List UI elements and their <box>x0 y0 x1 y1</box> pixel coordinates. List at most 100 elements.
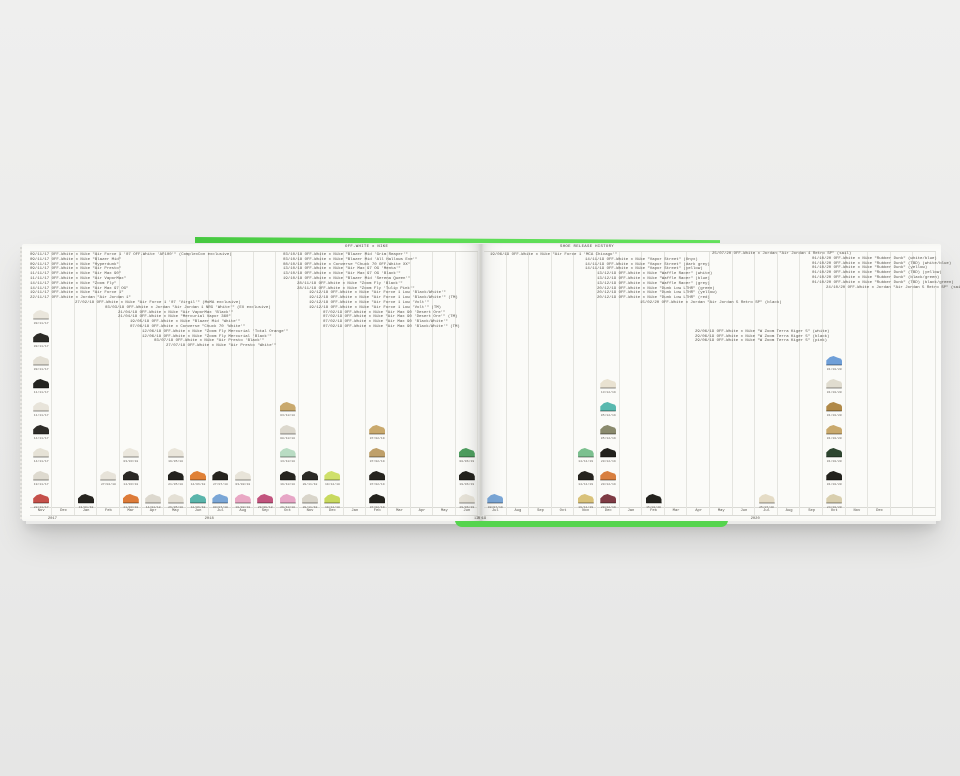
release-annotation: 08/10/18 OFF-White x Converse "Chuck 70 … <box>283 262 411 267</box>
grid-column <box>164 252 187 515</box>
chart-title-left: OFF-WHITE x NIKE <box>345 245 389 249</box>
sneaker-date-label: 29/06/19 <box>459 504 475 509</box>
sneaker-thumbnail <box>33 448 50 457</box>
release-annotation: 15/02/20 OFF-White x Jordan "Air Jordan … <box>640 301 782 305</box>
release-annotation: 12/06/18 OFF-White x Nike "Zoom Fly Merc… <box>142 329 289 334</box>
month-label: Jul <box>216 509 224 514</box>
release-annotation: 27/02/18 OFF-White x Nike "Air Force 1 '… <box>75 301 241 305</box>
grid-column <box>433 252 456 515</box>
sneaker-date-label: 03/07/18 <box>212 504 228 509</box>
month-label: Apr <box>149 509 157 514</box>
release-annotation: 27/07/18 OFF-White x Nike "Air Presto 'W… <box>166 344 277 349</box>
sneaker-sole <box>458 456 475 458</box>
sneaker-date-label: 07/02/19 <box>369 481 385 486</box>
sneaker-date-label: 22/11/17 <box>33 504 49 509</box>
month-label: Feb <box>650 509 657 514</box>
sneaker-date-label: 19/06/19 <box>459 481 475 486</box>
sneaker-date-label: 01/10/20 <box>826 481 842 486</box>
sneaker-thumbnail <box>826 425 843 434</box>
sneaker-thumbnail <box>487 494 504 503</box>
release-annotation: 01/10/20 OFF-White x Nike "Rubber Dunk" … <box>812 256 937 261</box>
sneaker-sole <box>190 479 206 481</box>
sneaker-sole <box>369 433 386 435</box>
sneaker-thumbnail <box>369 425 386 434</box>
month-label: Mar <box>672 509 680 514</box>
sneaker-sole <box>33 387 50 389</box>
sneaker-thumbnail <box>33 494 50 503</box>
sneaker-sole <box>577 502 594 504</box>
release-annotation: 03/07/18 OFF-White x Nike "Air Presto 'B… <box>154 339 265 344</box>
sneaker-thumbnail <box>600 379 617 388</box>
sneaker-date-label: 08/06/19 <box>459 458 475 463</box>
sneaker-date-label: 20/12/19 <box>600 481 616 486</box>
grid-column <box>733 252 756 515</box>
release-annotation: 13/12/19 OFF-White x Nike "Waffle Racer"… <box>597 272 713 277</box>
grid-column <box>778 252 801 515</box>
sneaker-thumbnail <box>100 471 117 480</box>
release-annotation: 20/12/19 OFF-White x Nike "Dunk Low LTHR… <box>597 286 715 291</box>
sneaker-sole <box>234 502 251 504</box>
grid-column <box>665 252 688 515</box>
grid-column <box>366 252 389 515</box>
grid-column <box>97 252 120 515</box>
page-stack-edge <box>20 247 22 519</box>
release-annotation: 11/11/17 OFF-White x Nike "Air Max 90" <box>30 272 122 277</box>
sneaker-thumbnail <box>122 448 139 457</box>
sneaker-thumbnail <box>234 471 251 480</box>
year-label: 2019 <box>477 517 487 521</box>
release-annotation: 19/11/17 OFF-White x Nike "Air Force 1" <box>30 291 124 296</box>
sneaker-date-label: 14/11/19 <box>578 481 594 486</box>
release-annotation: 29/06/19 OFF-White x Nike "W Zoom Terra … <box>695 339 828 344</box>
sneaker-thumbnail <box>33 402 50 411</box>
sneaker-thumbnail <box>826 448 843 457</box>
release-annotation: 14/11/17 OFF-White x Nike "Air Max 97 OG… <box>30 286 129 291</box>
release-annotation: 01/10/20 OFF-White x Nike "Rubber Dunk" … <box>812 261 952 266</box>
sneaker-thumbnail <box>122 494 139 503</box>
sneaker-date-label: 26/05/18 <box>168 504 184 509</box>
sneaker-date-label: 25/07/20 <box>759 504 774 509</box>
sneaker-sole <box>167 502 184 504</box>
release-annotation: 09/11/17 OFF-White x Nike "Blazer Mid" <box>30 257 122 262</box>
sneaker-sole <box>167 479 184 481</box>
sneaker-thumbnail <box>458 471 475 480</box>
release-annotation: 19/06/19 OFF-White x Nike "Air Force 1 '… <box>490 253 618 257</box>
sneaker-date-label: 20/12/19 <box>600 458 616 463</box>
sneaker-sole <box>600 433 617 435</box>
release-annotation: 29/06/19 OFF-White x Nike "W Zoom Terra … <box>695 334 830 339</box>
release-annotation: 21/04/18 OFF-White x Nike "Air VaporMax … <box>118 310 234 315</box>
sneaker-thumbnail <box>826 471 843 480</box>
sneaker-date-label: 27/02/18 <box>100 481 116 486</box>
sneaker-sole <box>758 502 775 504</box>
month-label: Sep <box>537 509 544 514</box>
sneaker-thumbnail <box>279 494 296 503</box>
release-annotation: 03/10/18 OFF-White x Nike "Blazer Mid 'A… <box>283 257 418 262</box>
sneaker-thumbnail <box>577 494 594 503</box>
grid-column <box>552 252 575 515</box>
release-annotation: 09/11/17 OFF-White x Nike "Air Presto" <box>30 267 122 272</box>
sneaker-date-label: 19/05/18 <box>168 458 184 463</box>
sneaker-thumbnail <box>279 425 296 434</box>
sneaker-sole <box>33 479 50 481</box>
sneaker-date-label: 03/08/18 <box>235 481 251 486</box>
sneaker-date-label: 19/11/17 <box>33 481 49 486</box>
sneaker-date-label: 21/03/18 <box>123 504 139 509</box>
sneaker-date-label: 28/11/18 <box>302 504 318 509</box>
release-annotation: 14/11/17 OFF-White x Nike "Zoom Fly" <box>30 281 117 286</box>
sneaker-date-label: 19/12/18 <box>324 481 340 486</box>
sneaker-date-label: 01/10/20 <box>826 389 842 394</box>
sneaker-sole <box>600 479 617 481</box>
sneaker-thumbnail <box>600 494 617 503</box>
sneaker-date-label: 01/10/20 <box>826 435 842 440</box>
sneaker-thumbnail <box>645 494 662 503</box>
sneaker-sole <box>600 410 617 412</box>
month-label: Aug <box>514 509 522 514</box>
sneaker-thumbnail <box>369 448 386 457</box>
month-label: Nov <box>853 509 861 514</box>
grid-column <box>321 252 344 515</box>
sneaker-thumbnail <box>600 448 617 457</box>
sneaker-thumbnail <box>33 471 50 480</box>
sneaker-date-label: 14/06/18 <box>190 481 206 486</box>
sneaker-thumbnail <box>600 402 617 411</box>
sneaker-date-label: 13/10/18 <box>280 458 296 463</box>
sneaker-thumbnail <box>600 471 617 480</box>
